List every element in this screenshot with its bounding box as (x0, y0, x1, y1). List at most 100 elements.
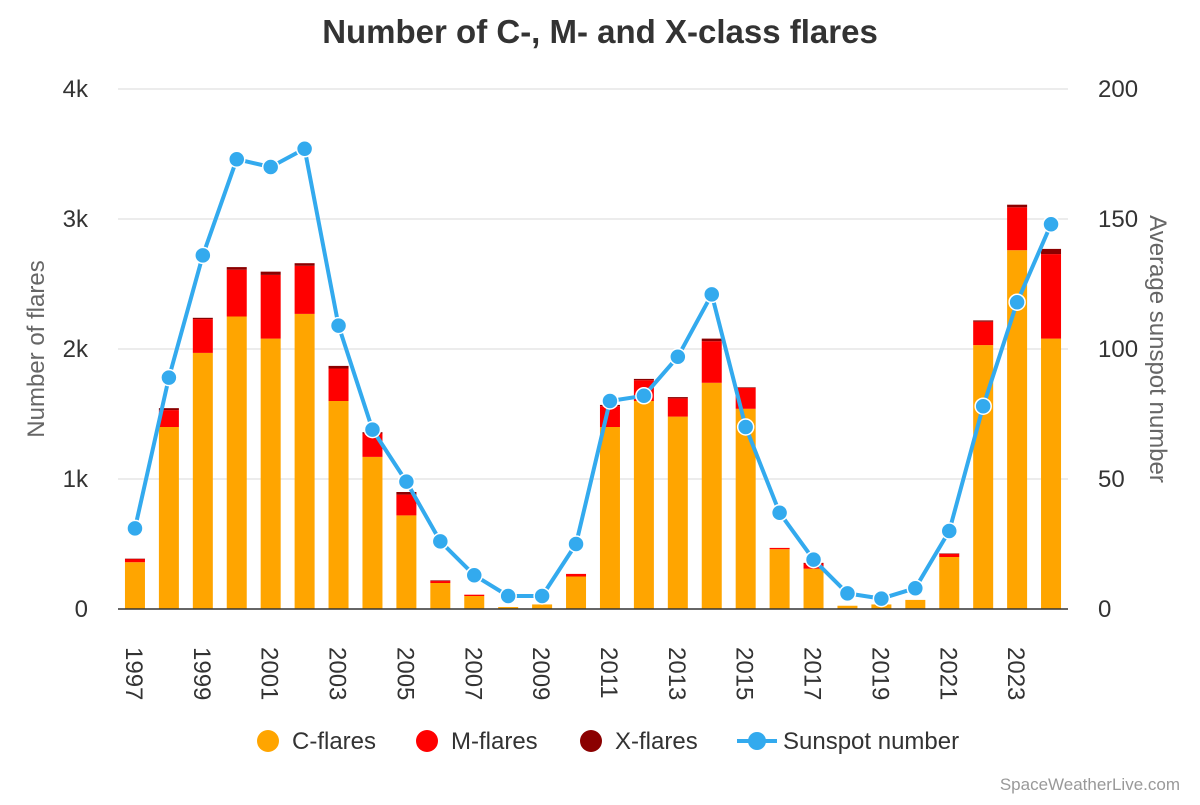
sunspot-point (669, 348, 687, 366)
sunspot-point (431, 532, 450, 551)
legend-swatch (580, 730, 602, 752)
bar-c-flares (532, 604, 553, 609)
bar-c-flares (260, 338, 281, 609)
sunspot-point (228, 150, 246, 168)
x-tick-label: 2017 (799, 647, 826, 700)
bar-m-flares (566, 573, 587, 577)
x-tick-label: 2015 (731, 647, 758, 700)
bar-m-flares (396, 494, 417, 516)
legend-label[interactable]: Sunspot number (783, 728, 959, 755)
bar-m-flares (667, 398, 688, 417)
x-tick-label: 2011 (595, 647, 622, 699)
y2-tick-label: 0 (1098, 596, 1111, 623)
bar-c-flares (1007, 250, 1028, 609)
y2-tick-label: 50 (1098, 466, 1125, 493)
sunspot-line (126, 140, 1060, 608)
bars (124, 204, 1062, 609)
gridlines (118, 88, 1068, 480)
sunspot-point (160, 368, 178, 387)
y-tick-label: 4k (63, 76, 89, 103)
bar-c-flares (837, 605, 858, 609)
legend-swatch (748, 732, 766, 750)
bar-c-flares (498, 607, 519, 609)
bar-x-flares (939, 553, 960, 554)
sunspot-point (804, 550, 823, 569)
bar-c-flares (464, 596, 485, 609)
chart-title: Number of C-, M- and X-class flares (322, 13, 878, 50)
bar-x-flares (192, 317, 213, 320)
x-tick-label: 1997 (120, 647, 147, 700)
bar-c-flares (294, 313, 315, 609)
bar-x-flares (124, 558, 145, 560)
sunspot-point (126, 519, 144, 538)
bar-x-flares (396, 492, 417, 495)
bar-x-flares (430, 580, 451, 582)
bar-m-flares (1041, 254, 1062, 339)
x-tick-label: 2007 (459, 647, 486, 700)
bar-x-flares (158, 408, 179, 411)
y-axis-title: Number of flares (23, 260, 50, 437)
bar-c-flares (633, 401, 654, 609)
x-tick-label: 2005 (391, 647, 418, 700)
bar-c-flares (599, 427, 620, 609)
sunspot-point (940, 522, 958, 540)
bar-c-flares (905, 599, 926, 609)
sunspot-point (974, 397, 992, 415)
x-tick-label: 2021 (934, 647, 961, 700)
bar-m-flares (158, 410, 179, 427)
bar-c-flares (735, 408, 756, 609)
bar-c-flares (124, 562, 145, 609)
bar-c-flares (192, 352, 213, 609)
sunspot-point (1008, 293, 1026, 311)
sunspot-point (261, 158, 280, 176)
sunspot-point (703, 285, 721, 304)
bar-x-flares (667, 397, 688, 399)
bar-m-flares (1007, 207, 1028, 251)
sunspot-point (397, 472, 416, 491)
bar-m-flares (430, 581, 451, 583)
axes: 0 1k 2k 3k 4k 0 50 100 150 200 1997 1999 2001 2003 200… (63, 76, 1138, 700)
bar-c-flares (226, 316, 247, 609)
bar-m-flares (226, 269, 247, 317)
bar-m-flares (939, 553, 960, 557)
x-tick-label: 2001 (256, 647, 283, 700)
sunspot-point (465, 566, 483, 584)
sunspot-line-path (133, 146, 1053, 601)
bar-x-flares (226, 267, 247, 270)
bar-x-flares (633, 378, 654, 381)
y2-tick-label: 150 (1098, 206, 1138, 233)
x-tick-label: 2003 (324, 647, 351, 700)
x-tick-label: 2009 (527, 647, 554, 700)
sunspot-point (1042, 215, 1060, 233)
x-tick-label: 1999 (188, 647, 215, 700)
legend-label[interactable]: X-flares (615, 728, 698, 755)
bar-m-flares (769, 547, 790, 550)
x-tick-label: 2013 (663, 647, 690, 700)
bar-c-flares (362, 456, 383, 609)
y-tick-label: 3k (63, 206, 89, 233)
bar-m-flares (701, 341, 722, 383)
legend: C-flares M-flares X-flares Sunspot number (257, 728, 959, 755)
y-tick-label: 2k (63, 336, 89, 363)
legend-label[interactable]: C-flares (292, 728, 376, 755)
sunspot-point (533, 587, 551, 605)
legend-swatch (416, 730, 438, 752)
y-tick-label: 0 (75, 596, 88, 623)
bar-x-flares (1041, 248, 1062, 255)
bar-x-flares (973, 320, 994, 322)
legend-label[interactable]: M-flares (451, 728, 538, 755)
sunspot-point (329, 316, 348, 335)
bar-c-flares (396, 515, 417, 609)
bar-x-flares (701, 338, 722, 342)
bar-c-flares (667, 416, 688, 609)
bar-x-flares (260, 271, 281, 275)
bar-x-flares (294, 263, 315, 266)
bar-x-flares (328, 365, 349, 369)
y2-tick-label: 100 (1098, 336, 1138, 363)
y2-tick-label: 200 (1098, 76, 1138, 103)
bar-c-flares (769, 549, 790, 609)
bar-c-flares (158, 427, 179, 609)
sunspot-point (635, 387, 653, 405)
bar-x-flares (735, 387, 756, 388)
